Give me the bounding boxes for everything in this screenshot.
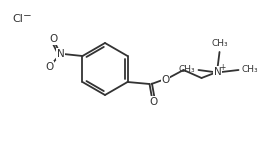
- Text: −: −: [23, 11, 32, 21]
- Text: O: O: [45, 62, 54, 72]
- Text: O: O: [161, 75, 170, 85]
- Text: +: +: [219, 62, 226, 71]
- Text: O: O: [49, 34, 57, 44]
- Text: CH₃: CH₃: [179, 65, 196, 75]
- Text: Cl: Cl: [12, 14, 23, 24]
- Text: O: O: [149, 97, 158, 107]
- Text: N: N: [214, 67, 221, 77]
- Text: N: N: [57, 49, 64, 59]
- Text: CH₃: CH₃: [241, 65, 258, 75]
- Text: CH₃: CH₃: [211, 39, 228, 48]
